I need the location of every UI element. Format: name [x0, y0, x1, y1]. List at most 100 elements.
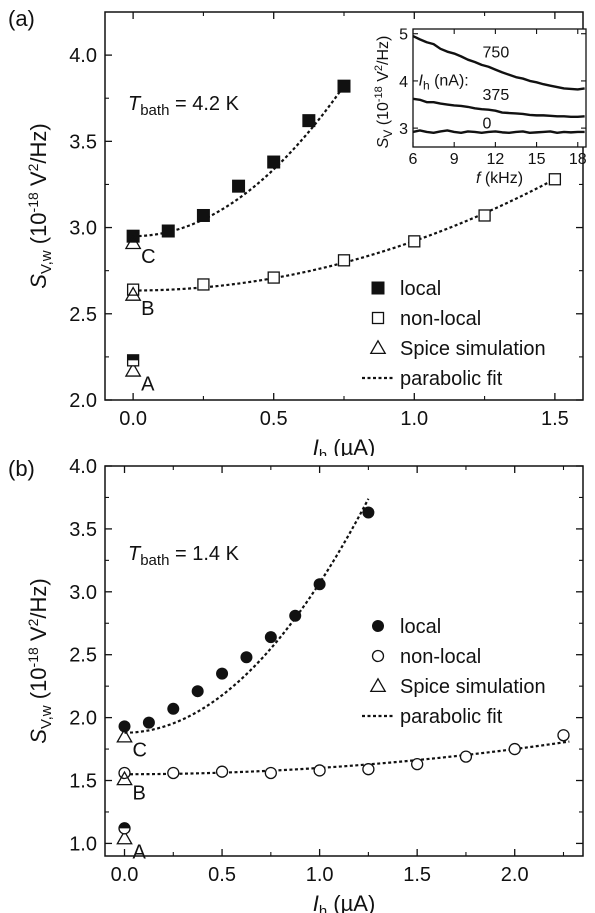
data-point-open-square	[337, 254, 351, 267]
x-tick-label: 0.5	[208, 864, 236, 886]
x-tick-label: 0.5	[260, 408, 288, 430]
temperature-annotation: Tbath = 1.4 K	[128, 543, 240, 569]
y-axis-label-part: /Hz)	[26, 578, 51, 618]
inset-ih-legend-part: h	[423, 79, 430, 93]
y-axis-label-part: /Hz)	[26, 123, 51, 163]
x-axis-label-part: I	[313, 891, 319, 913]
data-point-filled-circle	[362, 506, 375, 519]
legend-swatch-open-triangle	[369, 339, 387, 355]
y-tick-label: 3.0	[69, 218, 97, 240]
data-point-open-circle	[215, 765, 229, 778]
data-point-open-circle	[557, 729, 570, 742]
data-point-filled-square	[161, 224, 175, 238]
inset-curve-label: 375	[483, 87, 510, 104]
inset-y-axis-label-part: V	[375, 71, 392, 86]
inset-spectrum-line-0	[412, 129, 585, 135]
legend-label: local	[400, 278, 441, 300]
y-axis-label-part: -18	[25, 647, 41, 667]
inset-y-tick-label: 3	[399, 121, 408, 138]
data-point-filled-circle	[216, 667, 229, 680]
panel-a-chart: 0.0 0.5 1.0 1.52.02.53.03.54.0Ih (µA)SV,w (…	[8, 6, 587, 456]
panel-label: (a)	[8, 6, 35, 31]
y-axis-label-part: V	[26, 171, 51, 192]
x-tick-label: 1.0	[400, 408, 428, 430]
data-point-filled-circle	[167, 702, 180, 715]
inset-x-tick-label: 9	[450, 151, 459, 168]
y-tick-label: 1.5	[69, 771, 97, 793]
inset-spectrum-line-375	[412, 97, 585, 118]
data-point-open-circle	[313, 764, 326, 777]
y-axis-label-part: V,w	[38, 705, 55, 729]
data-point-open-circle	[508, 742, 521, 756]
series-half-circle	[118, 822, 131, 835]
inset-ih-legend-part: (nA):	[430, 73, 469, 90]
x-axis-label-part: h	[319, 447, 327, 456]
temperature-annotation-part: = 4.2 K	[169, 93, 239, 115]
inset-y-axis-label-part: S	[375, 137, 392, 148]
inset-y-axis-label: SV (10-18 V2/Hz)	[373, 36, 395, 149]
temperature-annotation-part: T	[128, 93, 142, 115]
y-tick-label: 2.0	[69, 390, 97, 412]
legend-label: local	[400, 616, 441, 638]
legend-swatch-open-square	[371, 311, 385, 325]
x-axis-label-part: (µA)	[327, 435, 375, 456]
y-tick-label: 3.0	[69, 582, 97, 604]
series-filled-circle	[118, 506, 375, 733]
data-point-filled-circle	[142, 716, 155, 729]
inset-x-axis-label-part: (kHz)	[480, 170, 523, 187]
x-tick-label: 2.0	[501, 864, 529, 886]
y-axis-label-part: -18	[25, 192, 41, 212]
y-tick-label: 2.5	[69, 304, 97, 326]
x-tick-label: 1.5	[541, 408, 569, 430]
legend-label: non-local	[400, 308, 481, 330]
y-tick-label: 3.5	[69, 131, 97, 153]
inset-y-axis-label-part: V	[381, 130, 395, 138]
data-point-open-square	[478, 209, 491, 222]
inset-spectrum-line-750	[412, 34, 585, 91]
inset-x-axis-label: f (kHz)	[476, 170, 523, 187]
data-point-filled-square	[196, 208, 210, 222]
legend-label: Spice simulation	[400, 676, 546, 698]
legend-swatch-open-triangle	[369, 677, 387, 693]
series-open-triangle	[124, 234, 142, 377]
point-label: C	[141, 246, 155, 268]
y-tick-label: 1.0	[69, 833, 97, 855]
x-axis-label-part: (µA)	[327, 891, 375, 913]
inset-y-tick-label: 4	[399, 74, 408, 91]
data-point-half-square-fill	[127, 354, 139, 361]
legend-swatch-filled-circle	[372, 620, 384, 632]
data-point-filled-square	[232, 179, 246, 193]
data-point-open-triangle	[124, 362, 142, 377]
point-label: C	[133, 739, 147, 761]
data-point-open-triangle	[116, 829, 133, 845]
data-point-filled-circle	[313, 578, 326, 591]
x-tick-label: 0.0	[111, 864, 139, 886]
legend-label: parabolic fit	[400, 706, 503, 728]
data-point-open-circle	[459, 750, 473, 763]
inset-y-tick-label: 5	[399, 27, 408, 44]
data-point-open-square	[548, 173, 562, 186]
data-point-open-triangle	[124, 286, 142, 301]
data-point-filled-circle	[118, 720, 131, 733]
data-point-half-circle-fill	[119, 822, 131, 829]
inset-x-tick-label: 6	[409, 151, 418, 168]
data-point-filled-circle	[191, 685, 204, 698]
data-point-open-square	[126, 283, 140, 296]
y-axis-label-part: V,w	[38, 250, 55, 274]
x-axis-label-part: I	[313, 435, 319, 456]
inset-x-tick-label: 15	[528, 151, 546, 168]
point-label: A	[133, 841, 147, 863]
y-axis-label: SV,w (10-18 V2/Hz)	[25, 578, 55, 743]
y-axis-label-part: S	[26, 729, 51, 744]
temperature-annotation-part: T	[128, 543, 142, 565]
data-point-filled-square	[267, 155, 281, 169]
x-tick-label: 1.5	[403, 864, 431, 886]
data-point-filled-circle	[264, 631, 277, 644]
data-point-open-circle	[167, 766, 180, 780]
parabolic-fit-curve-1	[124, 740, 570, 776]
inset-y-axis-label-part: -18	[373, 86, 385, 102]
data-point-filled-circle	[289, 609, 302, 622]
inset-ih-legend-part: I	[418, 73, 423, 90]
parabolic-fit-curve-1	[133, 178, 556, 292]
series-open-triangle	[116, 727, 133, 845]
